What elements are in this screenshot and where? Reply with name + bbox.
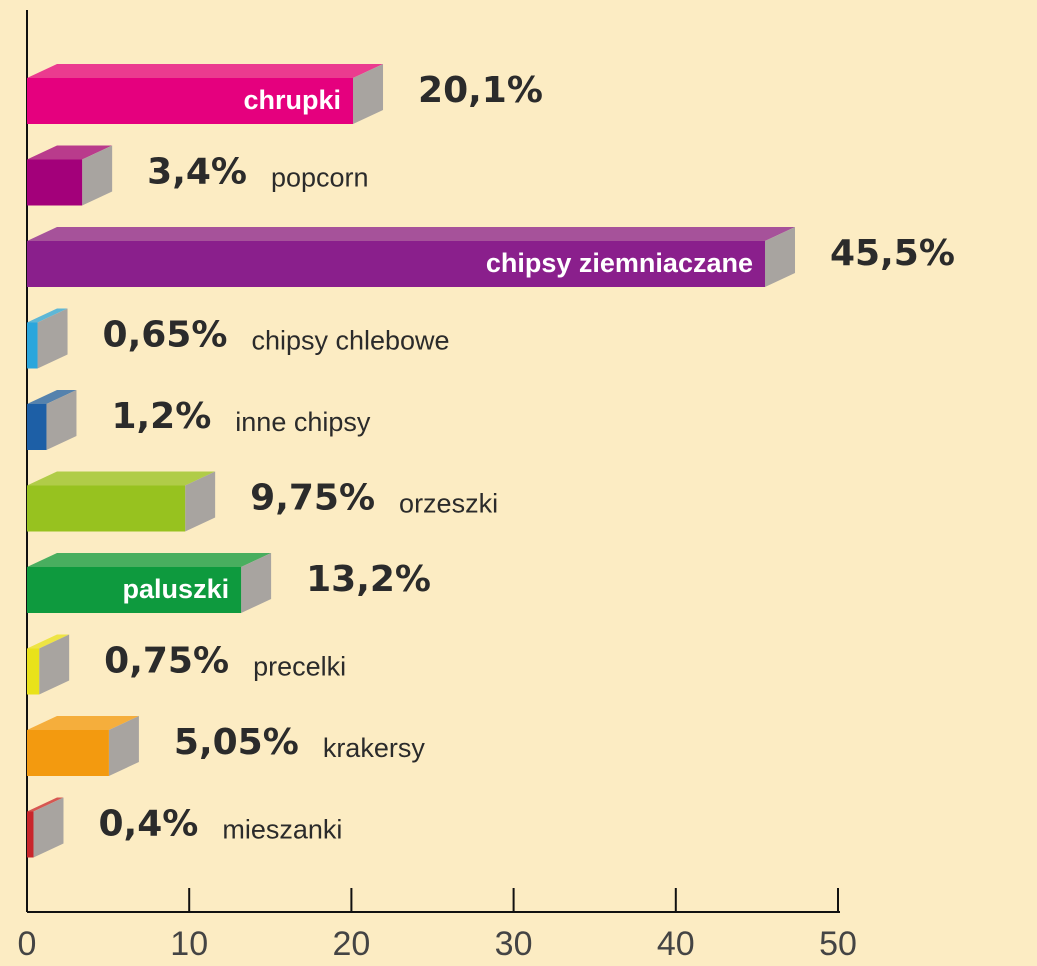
bar-top	[27, 227, 796, 241]
bar-side	[353, 64, 384, 124]
category-label: chipsy chlebowe	[251, 326, 449, 356]
bar-top	[27, 716, 139, 730]
bar	[27, 322, 38, 369]
bar-top	[27, 797, 64, 812]
bar-top	[27, 390, 77, 404]
bar	[27, 159, 83, 206]
bar-side	[241, 553, 272, 613]
x-tick-label: 20	[332, 925, 370, 963]
value-label: 0,75%	[104, 641, 229, 682]
category-label: chipsy ziemniaczane	[486, 248, 753, 278]
category-label: chrupki	[243, 85, 341, 115]
value-label: 5,05%	[174, 722, 299, 763]
bar-side	[185, 471, 216, 532]
value-label: 1,2%	[111, 396, 211, 437]
x-tick-label: 50	[819, 925, 857, 963]
bar-side	[82, 145, 113, 206]
bar-top	[27, 634, 70, 649]
category-label: inne chipsy	[235, 407, 371, 437]
bar-top	[27, 471, 216, 486]
bar-top	[27, 553, 272, 567]
bar	[27, 78, 354, 124]
bar-side	[37, 308, 68, 369]
bar-side	[33, 797, 64, 858]
bar-side	[46, 390, 77, 450]
x-tick-label: 30	[495, 925, 533, 963]
x-tick-label: 40	[657, 925, 695, 963]
value-label: 3,4%	[147, 152, 247, 193]
bar	[27, 648, 40, 695]
bar	[27, 567, 242, 613]
bar	[27, 730, 109, 776]
value-label: 9,75%	[250, 478, 375, 519]
bar	[27, 241, 766, 287]
value-label: 13,2%	[306, 559, 431, 600]
category-label: paluszki	[123, 574, 230, 604]
x-tick-label: 0	[18, 925, 37, 963]
bar-top	[27, 64, 384, 78]
bar-top	[27, 308, 68, 323]
bar	[27, 811, 34, 858]
category-label: precelki	[253, 652, 346, 682]
value-label: 0,65%	[103, 315, 228, 356]
value-label: 20,1%	[418, 70, 543, 111]
x-tick-label: 10	[170, 925, 208, 963]
category-label: orzeszki	[399, 489, 498, 519]
bar	[27, 485, 186, 532]
bar-top	[27, 145, 113, 160]
bar-side	[765, 227, 796, 287]
value-label: 45,5%	[830, 233, 955, 274]
category-label: krakersy	[323, 733, 426, 763]
bar-side	[39, 634, 70, 695]
value-label: 0,4%	[98, 804, 198, 845]
bar-side	[108, 716, 139, 776]
category-label: popcorn	[271, 163, 369, 193]
category-label: mieszanki	[222, 815, 342, 845]
bar	[27, 404, 47, 450]
